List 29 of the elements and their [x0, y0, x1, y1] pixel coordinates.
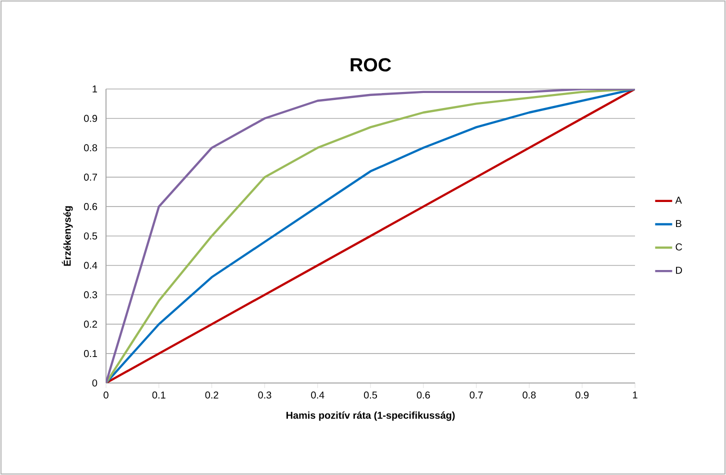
- x-tick-label: 0: [104, 392, 108, 399]
- x-tick-label: 0.8: [522, 392, 536, 399]
- y-axis-title: Érzékenység: [62, 206, 73, 266]
- y-tick-label: 0.5: [84, 232, 98, 240]
- x-axis-title: Hamis pozitív ráta (1-specifikusság): [286, 411, 455, 421]
- chart-title: ROC: [350, 58, 392, 72]
- y-tick-label: 0.1: [84, 350, 98, 358]
- x-tick-label: 0.5: [364, 392, 378, 399]
- x-tick-label: 0.3: [258, 392, 272, 399]
- y-tick-label: 0.8: [84, 144, 98, 152]
- y-tick-label: 0.3: [84, 291, 98, 298]
- legend-label: B: [676, 220, 682, 227]
- y-tick-label: 0.7: [84, 174, 97, 181]
- y-tick-label: 0.6: [84, 203, 98, 210]
- x-tick-label: 1: [633, 392, 638, 398]
- y-tick-label: 0: [92, 379, 98, 387]
- x-tick-label: 0.1: [152, 392, 166, 399]
- x-tick-label: 0.2: [205, 392, 218, 399]
- y-tick-label: 0.4: [84, 262, 98, 269]
- x-tick-label: 0.6: [416, 392, 430, 399]
- y-tick-label: 0.9: [84, 114, 98, 122]
- y-tick-label: 0.2: [84, 320, 97, 328]
- legend-label: A: [675, 196, 682, 204]
- x-tick-label: 0.9: [576, 392, 589, 399]
- x-tick-label: 0.4: [311, 392, 324, 399]
- y-tick-label: 1: [92, 86, 98, 92]
- legend-label: D: [676, 266, 682, 274]
- legend-label: C: [676, 243, 682, 250]
- x-tick-label: 0.7: [470, 392, 483, 399]
